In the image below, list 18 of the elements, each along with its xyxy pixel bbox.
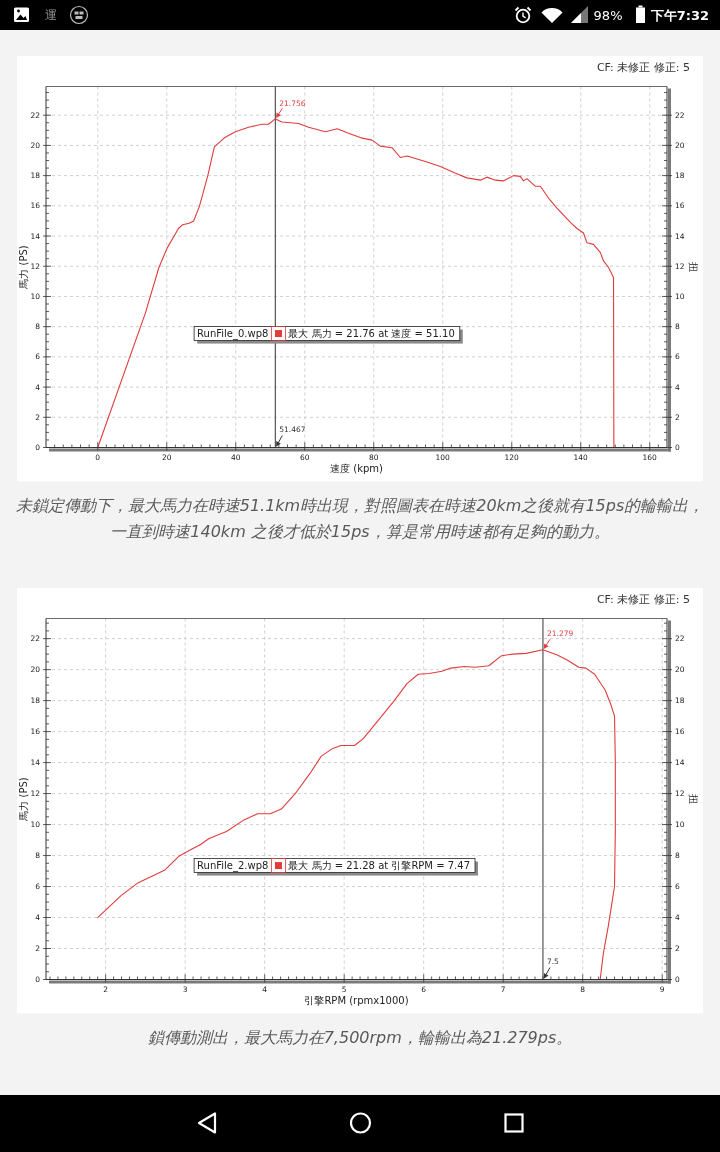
text: 運 bbox=[44, 8, 57, 23]
y2-axis-title: 扭 bbox=[687, 794, 699, 804]
text: 下午7:32 bbox=[649, 7, 709, 23]
y-axis-title: 馬力 (PS) bbox=[18, 777, 29, 822]
chart-subtitle: CF: 未修正 修正: 5 bbox=[596, 60, 690, 74]
y-axis-title: 馬力 (PS) bbox=[18, 245, 29, 290]
text: 98% bbox=[593, 7, 623, 23]
y2-axis-title: 扭 bbox=[687, 262, 699, 272]
x-axis-title: 速度 (kpm) bbox=[330, 463, 384, 474]
text: 未鎖定傳動下，最大馬力在時速51.1km時出現，對照圖表在時速20km之後就有15ps的輪輸出， bbox=[15, 495, 705, 515]
legend-label: 最大 馬力 = 21.76 at 速度 = 51.10 bbox=[288, 328, 455, 340]
legend-title: RunFile_2.wp8 bbox=[197, 860, 269, 873]
text: 鎖傳動測出，最大馬力在7,500rpm，輪輸出為21.279ps。 bbox=[147, 1027, 573, 1047]
chart-subtitle: CF: 未修正 修正: 5 bbox=[596, 592, 690, 606]
text: 一直到時速140km 之後才低於15ps，算是常用時速都有足夠的動力。 bbox=[110, 522, 610, 542]
legend-label: 最大 馬力 = 21.28 at 引擎RPM = 7.47 bbox=[288, 860, 471, 872]
x-axis-title: 引擎RPM (rpmx1000) bbox=[304, 995, 409, 1006]
legend-title: RunFile_0.wp8 bbox=[197, 328, 269, 341]
